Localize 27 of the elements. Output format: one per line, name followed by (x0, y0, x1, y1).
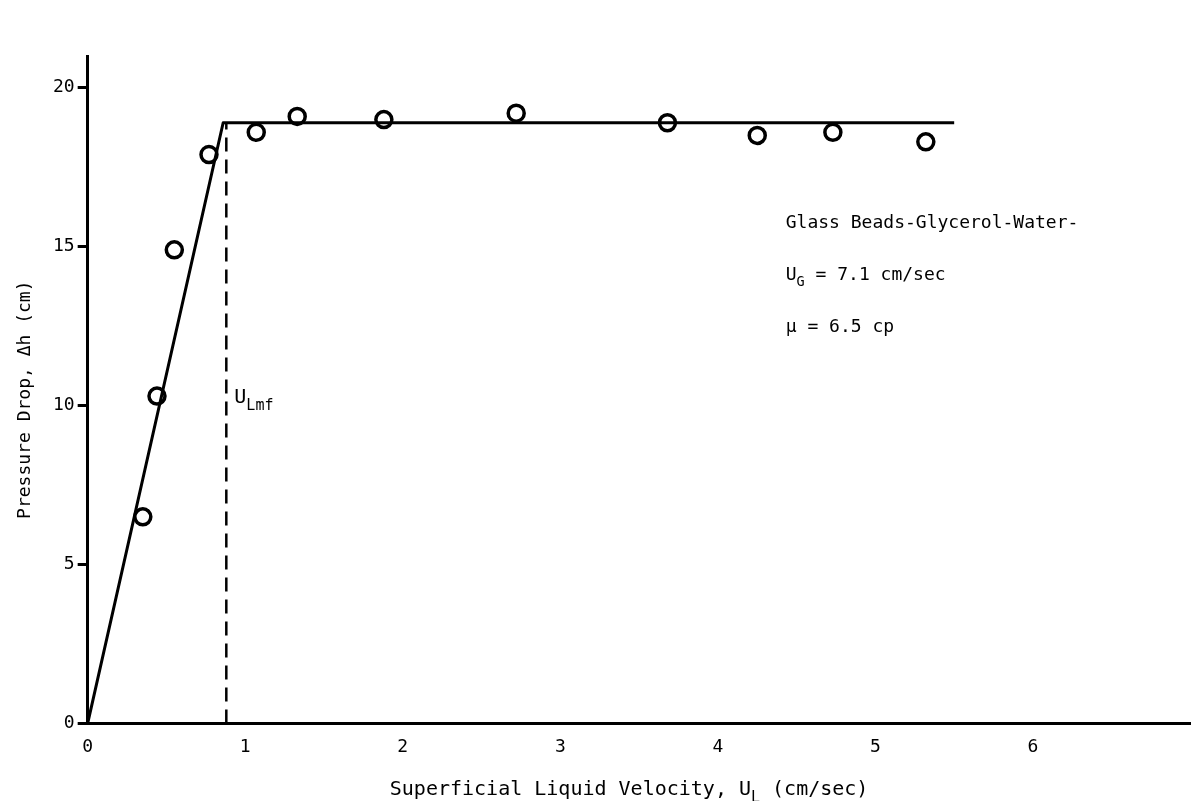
point (133, 507, 153, 527)
y-tick-label: 10 (52, 393, 75, 415)
y-axis-title: Pressure Drop, Δh (cm) (12, 280, 34, 519)
point (147, 386, 167, 406)
y-tick-label: 5 (63, 552, 75, 574)
point (823, 122, 843, 143)
point (657, 112, 678, 133)
x-tick-label: 5 (869, 734, 881, 756)
point (747, 125, 767, 146)
point (506, 103, 526, 123)
annotation: μ = 6.5 cp (785, 315, 895, 336)
point (164, 240, 185, 260)
x-tick-label: 6 (1027, 734, 1039, 756)
y-tick-label: 0 (63, 711, 75, 733)
point (199, 144, 219, 165)
point (287, 106, 307, 127)
point (246, 122, 266, 143)
annotation: Glass Beads-Glycerol-Water- (785, 211, 1079, 232)
x-tick-label: 2 (397, 734, 409, 756)
point (374, 109, 394, 130)
x-tick-label: 4 (712, 734, 724, 756)
x-tick-label: 3 (554, 734, 566, 756)
x-tick-label: 1 (239, 734, 251, 756)
x-tick-label: 0 (82, 734, 94, 756)
point (916, 132, 936, 152)
y-tick-label: 15 (52, 234, 75, 256)
y-tick-label: 20 (52, 75, 75, 97)
